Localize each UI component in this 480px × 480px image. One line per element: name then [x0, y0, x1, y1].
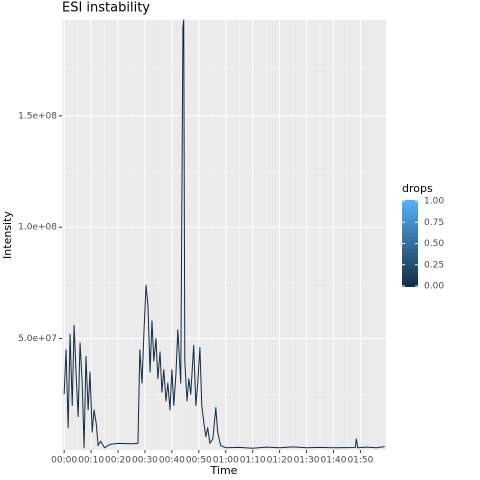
legend-tick-label: 0.50 — [424, 239, 444, 249]
data-line — [63, 19, 385, 449]
x-tick-label: 00:30 — [132, 456, 158, 466]
y-axis-label: Intensity — [1, 211, 14, 259]
x-tick-label: 01:30 — [294, 456, 320, 466]
chart-title: ESI instability — [62, 1, 150, 16]
x-tick-label: 00:10 — [78, 456, 104, 466]
y-tick-label: 5.0e+07 — [18, 334, 57, 344]
x-axis-label: Time — [210, 464, 238, 477]
legend-tick-label: 0.75 — [424, 218, 444, 228]
legend-tick-label: 0.25 — [424, 260, 444, 270]
x-tick-label: 01:50 — [347, 456, 373, 466]
x-tick-label: 01:20 — [267, 456, 293, 466]
x-tick-label: 00:00 — [51, 456, 77, 466]
y-tick-label: 1.5e+08 — [18, 111, 57, 121]
x-tick-label: 00:50 — [186, 456, 212, 466]
panel — [62, 20, 386, 450]
x-tick-label: 00:20 — [105, 456, 131, 466]
x-tick-label: 01:00 — [213, 456, 239, 466]
y-tick-label: 1.0e+08 — [18, 223, 57, 233]
legend-colorbar — [402, 200, 418, 287]
x-tick-label: 01:40 — [321, 456, 347, 466]
x-tick-label: 00:40 — [159, 456, 185, 466]
x-tick-label: 01:10 — [240, 456, 266, 466]
legend-title: drops — [402, 182, 433, 195]
legend-tick-label: 1.00 — [424, 197, 444, 207]
legend-tick-label: 0.00 — [424, 282, 444, 292]
